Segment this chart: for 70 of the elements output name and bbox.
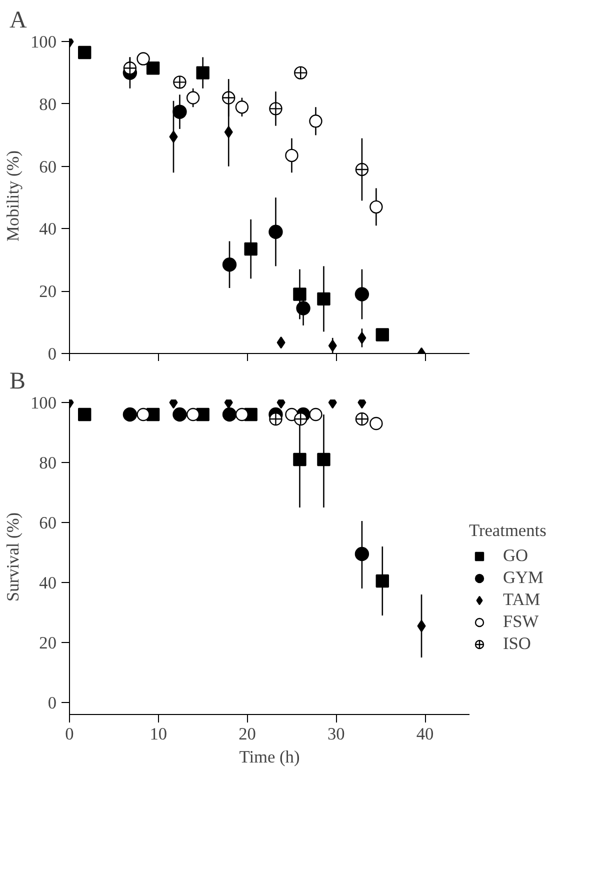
point [370, 416, 383, 430]
point [285, 148, 298, 162]
y-tick-label: 80 [39, 454, 56, 472]
point [136, 408, 150, 422]
point [309, 114, 322, 128]
x-tick-label: 20 [238, 724, 256, 744]
point [169, 130, 178, 143]
y-tick-label: 40 [39, 220, 56, 239]
point [269, 102, 282, 116]
x-tick-label: 30 [328, 724, 345, 744]
point [269, 412, 282, 426]
y-axis-title: Mobility (%) [4, 150, 23, 242]
legend-label: TAM [503, 590, 540, 610]
point [376, 328, 389, 342]
point [370, 200, 383, 214]
point [244, 242, 258, 256]
x-tick-label: 40 [416, 724, 434, 744]
point [172, 407, 187, 422]
y-tick-label: 60 [39, 514, 56, 532]
x-axis-title: Time (h) [239, 748, 300, 766]
x-tick-label: 0 [65, 724, 74, 744]
y-tick-label: 0 [48, 694, 57, 712]
legend-label: GO [503, 546, 528, 566]
point [186, 91, 200, 104]
y-tick-label: 100 [30, 32, 57, 52]
point [222, 91, 236, 104]
point [317, 452, 330, 466]
legend-title: Treatments [469, 521, 546, 541]
point [317, 292, 330, 306]
y-tick-label: 0 [48, 344, 57, 364]
point [294, 412, 308, 426]
point [235, 100, 249, 114]
point [123, 62, 137, 75]
point [354, 546, 370, 562]
point [376, 574, 389, 588]
y-tick-label: 100 [30, 394, 57, 412]
point [146, 62, 160, 75]
point [173, 76, 186, 89]
y-axis-title: Survival (%) [4, 512, 23, 602]
point [78, 408, 92, 422]
y-tick-label: 80 [39, 94, 56, 114]
legend-label: ISO [503, 634, 531, 654]
point [354, 287, 370, 302]
point [136, 52, 150, 66]
point [78, 46, 92, 60]
legend-label: FSW [503, 612, 539, 632]
point [186, 408, 200, 422]
point [293, 452, 306, 466]
point [268, 224, 283, 239]
y-tick-label: 40 [39, 574, 56, 592]
chart-title: A [10, 8, 28, 34]
y-tick-label: 20 [39, 282, 56, 302]
point [235, 408, 249, 422]
x-tick-label: 10 [150, 724, 168, 744]
legend-label: GYM [503, 568, 544, 588]
point [355, 162, 369, 176]
point [196, 66, 210, 80]
point [309, 408, 322, 422]
point [293, 288, 306, 301]
point [328, 340, 337, 352]
point [222, 258, 237, 272]
point [172, 104, 187, 119]
point [294, 66, 308, 80]
y-tick-label: 60 [39, 157, 56, 176]
chart-title: B [10, 368, 26, 394]
point [122, 407, 138, 422]
point [296, 301, 310, 316]
point [222, 407, 237, 422]
point [355, 412, 369, 426]
y-tick-label: 20 [39, 634, 56, 652]
